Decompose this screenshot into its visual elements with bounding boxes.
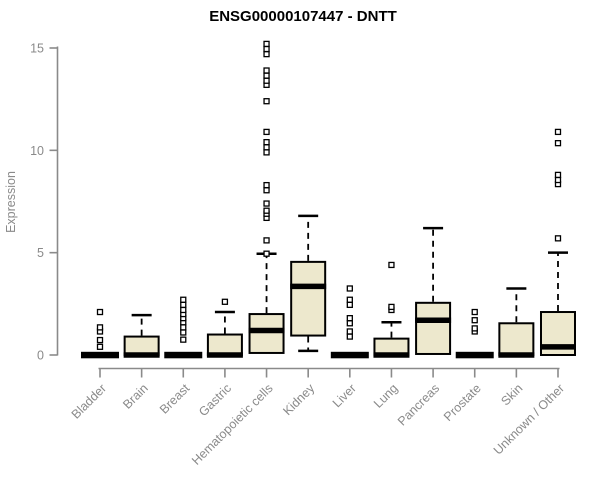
box-skin bbox=[498, 287, 535, 358]
x-tick-label-gastric: Gastric bbox=[196, 381, 234, 419]
outlier-point bbox=[471, 308, 478, 316]
box-prostate bbox=[455, 308, 494, 359]
outlier-point bbox=[346, 328, 353, 335]
iqr-box bbox=[415, 301, 452, 355]
outlier-point bbox=[263, 200, 270, 207]
outlier-point bbox=[263, 187, 270, 194]
iqr-box bbox=[123, 335, 160, 357]
y-tick-label-10: 10 bbox=[30, 144, 44, 158]
outlier-point bbox=[346, 315, 353, 322]
plot-area bbox=[81, 40, 576, 359]
collapsed-median-bar bbox=[455, 351, 494, 359]
box-hematopoietic-cells bbox=[248, 40, 285, 354]
x-tick-label-hematopoietic-cells: Hematopoietic cells bbox=[189, 381, 276, 468]
outlier-point bbox=[180, 296, 187, 303]
outlier-point bbox=[263, 45, 270, 53]
outlier-point bbox=[263, 250, 270, 257]
x-tick-label-pancreas: Pancreas bbox=[395, 381, 442, 428]
outlier-point bbox=[263, 138, 270, 146]
y-tick-label-15: 15 bbox=[30, 41, 44, 55]
y-axis-title: Expression bbox=[4, 171, 18, 233]
x-tick-label-brain: Brain bbox=[120, 381, 151, 412]
outlier-point bbox=[263, 144, 270, 151]
y-tick-label-0: 0 bbox=[37, 349, 44, 363]
box-pancreas bbox=[415, 226, 452, 355]
x-tick-label-prostate: Prostate bbox=[441, 381, 484, 424]
collapsed-median-bar bbox=[164, 351, 203, 359]
box-gastric bbox=[206, 298, 243, 358]
outlier-point bbox=[180, 301, 187, 309]
box-breast bbox=[164, 296, 203, 359]
x-tick-label-bladder: Bladder bbox=[69, 381, 109, 421]
box-liver bbox=[330, 285, 369, 359]
iqr-box bbox=[498, 322, 535, 357]
outlier-point bbox=[554, 140, 562, 147]
box-kidney bbox=[290, 214, 327, 353]
outlier-point bbox=[346, 333, 353, 340]
outlier-point bbox=[96, 324, 104, 331]
outlier-point bbox=[471, 325, 478, 332]
outlier-point bbox=[263, 77, 270, 84]
y-tick-label-5: 5 bbox=[37, 246, 44, 260]
iqr-box bbox=[248, 313, 285, 354]
outlier-point bbox=[263, 237, 270, 244]
outlier-point bbox=[346, 285, 353, 292]
x-tick-label-lung: Lung bbox=[371, 381, 401, 411]
x-tick-label-skin: Skin bbox=[498, 381, 525, 408]
box-bladder bbox=[81, 308, 119, 359]
outlier-point bbox=[388, 261, 395, 269]
outlier-point bbox=[554, 235, 562, 242]
outlier-point bbox=[263, 98, 270, 105]
outlier-point bbox=[554, 176, 562, 184]
x-tick-label-breast: Breast bbox=[157, 381, 193, 417]
outlier-point bbox=[346, 301, 353, 309]
outlier-point bbox=[180, 336, 187, 343]
outlier-point bbox=[263, 181, 270, 189]
box-brain bbox=[123, 313, 160, 358]
outlier-point bbox=[263, 72, 270, 79]
outlier-point bbox=[96, 343, 104, 350]
outlier-point bbox=[346, 320, 353, 327]
outlier-point bbox=[221, 298, 229, 305]
outlier-point bbox=[96, 336, 104, 344]
outlier-point bbox=[263, 207, 270, 214]
x-tick-label-liver: Liver bbox=[330, 381, 359, 410]
chart-title: ENSG00000107447 - DNTT bbox=[209, 8, 397, 25]
outlier-point bbox=[388, 303, 395, 311]
outlier-point bbox=[263, 40, 270, 48]
outlier-point bbox=[554, 171, 562, 179]
box-lung bbox=[373, 261, 410, 358]
iqr-box bbox=[290, 260, 327, 337]
outlier-point bbox=[471, 317, 478, 324]
outlier-point bbox=[346, 296, 353, 303]
x-tick-label-unknown-other: Unknown / Other bbox=[491, 381, 567, 457]
outlier-point bbox=[180, 329, 187, 336]
box-unknown-other bbox=[539, 128, 576, 356]
outlier-point bbox=[96, 308, 104, 316]
iqr-box bbox=[206, 333, 243, 356]
collapsed-median-bar bbox=[81, 351, 119, 359]
outlier-point bbox=[180, 324, 187, 331]
collapsed-median-bar bbox=[330, 351, 369, 359]
outlier-point bbox=[263, 128, 270, 136]
outlier-point bbox=[180, 306, 187, 314]
outlier-point bbox=[263, 149, 270, 156]
x-tick-label-kidney: Kidney bbox=[280, 381, 317, 418]
outlier-point bbox=[263, 67, 270, 74]
outlier-point bbox=[263, 50, 270, 58]
y-axis: 0 5 10 15 bbox=[30, 41, 59, 363]
outlier-point bbox=[554, 128, 562, 136]
